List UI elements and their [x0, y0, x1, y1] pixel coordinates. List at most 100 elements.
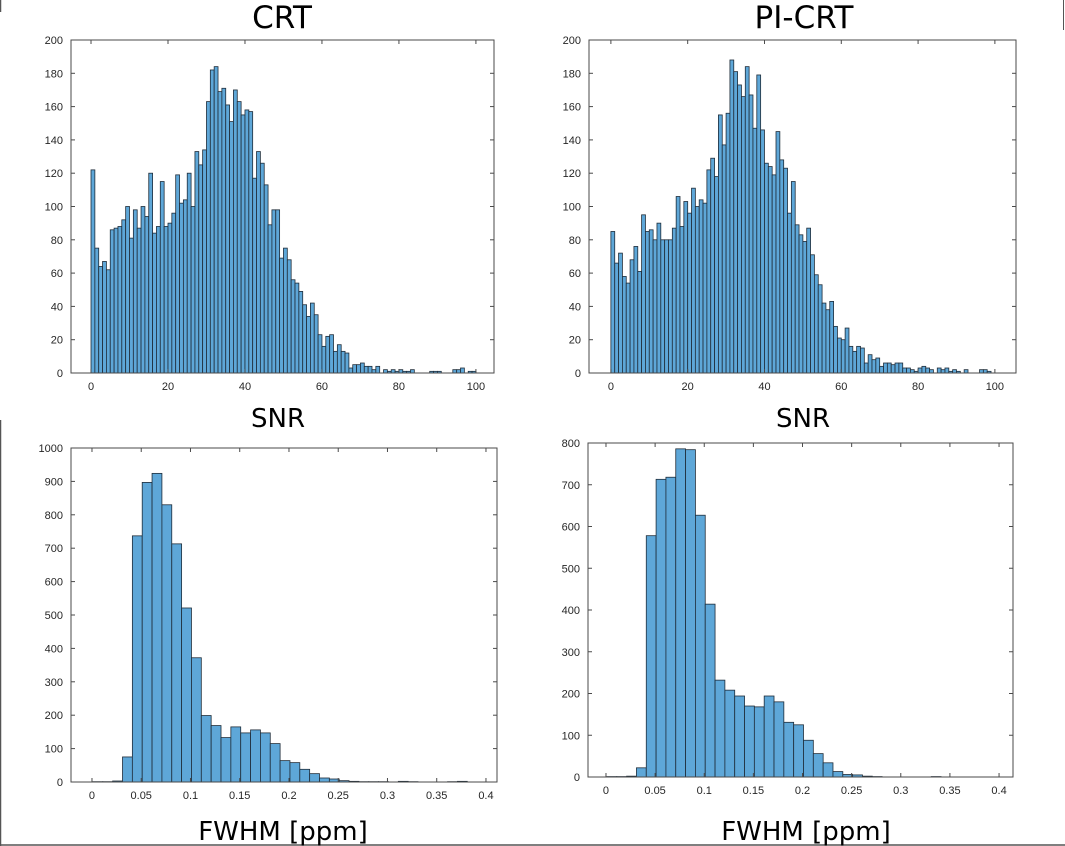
y-tick-label-crt-snr-9: 180: [45, 68, 63, 80]
y-tick-label-crt-snr-5: 100: [45, 202, 63, 214]
x-tick-label-crt-fwhm-4: 0.2: [281, 790, 296, 802]
x-tick-label-crt-fwhm-7: 0.35: [426, 790, 447, 802]
histogram-bar-crt-snr-56: [306, 315, 311, 374]
histogram-bar-pi-crt-fwhm-10: [704, 603, 716, 778]
histogram-bar-crt-snr-52: [290, 279, 296, 374]
histogram-bar-crt-snr-46: [267, 224, 273, 374]
histogram-bar-pi-crt-snr-70: [879, 365, 884, 374]
y-tick-label-pi-crt-fwhm-5: 500: [562, 563, 580, 575]
histogram-bar-pi-crt-snr-37: [752, 127, 758, 374]
histogram-bar-crt-snr-45: [263, 184, 269, 374]
histogram-bar-pi-crt-fwhm-16: [763, 695, 775, 778]
histogram-bar-pi-crt-snr-58: [833, 325, 838, 374]
histogram-bar-crt-fwhm-7: [161, 504, 173, 783]
histogram-bar-pi-crt-snr-65: [860, 347, 865, 374]
histogram-bar-pi-crt-snr-2: [618, 252, 623, 374]
histogram-bar-pi-crt-fwhm-18: [783, 721, 795, 778]
x-tick-label-crt-fwhm-1: 0.05: [131, 790, 152, 802]
x-tick-label-pi-crt-snr-0: 0: [608, 381, 614, 393]
x-tick-label-pi-crt-fwhm-4: 0.2: [795, 785, 810, 797]
y-tick-label-pi-crt-fwhm-4: 400: [562, 605, 580, 617]
histogram-bar-pi-crt-snr-57: [829, 301, 835, 374]
histogram-bar-pi-crt-snr-40: [764, 162, 769, 374]
y-tick-label-crt-fwhm-3: 300: [45, 677, 63, 689]
histogram-bar-crt-snr-39: [240, 114, 246, 374]
histogram-bar-crt-fwhm-14: [230, 726, 242, 783]
histogram-bar-pi-crt-snr-56: [825, 309, 831, 374]
histogram-bar-pi-crt-snr-10: [648, 229, 654, 374]
histogram-bar-pi-crt-snr-8: [641, 214, 646, 374]
y-tick-label-pi-crt-fwhm-2: 200: [562, 689, 580, 701]
histogram-bar-crt-snr-60: [321, 345, 327, 374]
histogram-bar-pi-crt-fwhm-22: [822, 762, 834, 778]
x-tick-label-pi-crt-snr-1: 20: [682, 381, 694, 393]
histogram-bar-crt-snr-35: [225, 104, 230, 374]
histogram-bar-pi-crt-snr-55: [821, 302, 827, 374]
y-tick-label-pi-crt-snr-5: 100: [563, 202, 581, 214]
histogram-bar-crt-snr-15: [148, 172, 153, 374]
histogram-bar-crt-snr-57: [310, 302, 315, 374]
histogram-bar-pi-crt-snr-44: [779, 159, 785, 374]
axes-crt-fwhm: 0 0.05 0.1 0.15 0.2 0.25 0.3 0.35 0.4 0 100 200 300 4…: [39, 443, 498, 802]
histogram-bar-crt-snr-53: [294, 282, 300, 374]
histogram-bar-crt-snr-37: [233, 89, 238, 374]
y-tick-label-crt-fwhm-1: 100: [45, 744, 63, 756]
histogram-bar-pi-crt-fwhm-20: [803, 739, 814, 778]
histogram-bar-crt-snr-38: [236, 101, 242, 374]
histogram-bar-crt-snr-59: [317, 334, 323, 374]
histogram-bar-pi-crt-snr-54: [817, 284, 823, 374]
x-tick-label-crt-snr-3: 60: [316, 381, 328, 393]
histogram-bar-pi-crt-snr-45: [783, 167, 788, 374]
histogram-bar-crt-snr-31: [209, 69, 215, 374]
y-tick-label-crt-fwhm-7: 700: [45, 543, 63, 555]
histogram-bar-crt-snr-49: [279, 257, 284, 374]
axes-pi-crt-fwhm: 0 0.05 0.1 0.15 0.2 0.25 0.3 0.35 0.4 0 100 200 300 4…: [562, 438, 1014, 797]
y-tick-label-crt-snr-8: 160: [45, 102, 63, 114]
y-tick-label-crt-fwhm-9: 900: [45, 476, 63, 488]
y-tick-label-crt-snr-4: 80: [51, 235, 63, 247]
histogram-bar-pi-crt-snr-68: [871, 359, 877, 374]
histogram-bar-pi-crt-snr-1: [614, 262, 619, 374]
histogram-bar-pi-crt-fwhm-14: [744, 705, 755, 778]
histogram-bar-pi-crt-snr-53: [814, 274, 819, 374]
y-tick-label-crt-fwhm-10: 1000: [39, 443, 63, 455]
histogram-bar-pi-crt-fwhm-17: [773, 701, 785, 778]
y-tick-label-pi-crt-snr-6: 120: [563, 168, 581, 180]
histogram-bar-pi-crt-fwhm-5: [655, 478, 667, 778]
histogram-bar-crt-snr-43: [256, 151, 261, 374]
histogram-bar-pi-crt-snr-75: [898, 362, 904, 374]
histogram-bar-pi-crt-snr-50: [802, 241, 808, 374]
histogram-bar-crt-snr-24: [182, 199, 188, 374]
histogram-bar-crt-snr-9: [125, 206, 130, 374]
y-tick-label-crt-snr-3: 60: [51, 268, 63, 280]
histogram-bar-crt-snr-50: [283, 247, 288, 374]
histogram-bar-crt-snr-13: [140, 206, 146, 374]
histogram-bar-pi-crt-snr-67: [867, 354, 873, 374]
histogram-bar-pi-crt-snr-69: [875, 357, 881, 374]
histogram-bar-pi-crt-snr-4: [625, 282, 631, 374]
y-tick-label-pi-crt-snr-10: 200: [563, 35, 581, 47]
histogram-bar-pi-crt-snr-14: [664, 239, 669, 374]
histogram-bar-crt-snr-1: [94, 247, 100, 374]
histogram-bar-pi-crt-fwhm-13: [734, 695, 745, 778]
chart-title-pi-crt: PI-CRT: [755, 0, 855, 36]
histogram-bar-pi-crt-snr-21: [691, 187, 696, 374]
y-tick-label-pi-crt-snr-9: 180: [563, 68, 581, 80]
x-tick-label-crt-fwhm-0: 0: [89, 790, 95, 802]
histogram-bar-pi-crt-snr-19: [683, 201, 689, 374]
y-tick-label-pi-crt-snr-3: 60: [569, 268, 581, 280]
histogram-bar-pi-crt-snr-72: [886, 362, 892, 374]
histogram-bar-pi-crt-snr-38: [756, 74, 762, 374]
histogram-bar-crt-snr-32: [213, 66, 219, 374]
y-tick-label-crt-fwhm-6: 600: [45, 577, 63, 589]
y-tick-label-pi-crt-fwhm-7: 700: [562, 480, 580, 492]
y-tick-label-pi-crt-snr-7: 140: [563, 135, 581, 147]
histogram-bar-pi-crt-snr-61: [844, 327, 850, 374]
histogram-bar-crt-snr-16: [152, 232, 157, 374]
histogram-bar-crt-snr-70: [360, 362, 365, 374]
histogram-bar-crt-fwhm-10: [191, 657, 202, 783]
axes-pi-crt-snr: 0 20 40 60 80 100 0 20 40 60 80 100 120 140 160 180 200: [563, 35, 1017, 393]
x-tick-label-pi-crt-fwhm-3: 0.15: [743, 785, 764, 797]
histogram-bar-crt-snr-30: [206, 101, 211, 374]
histogram-bar-pi-crt-snr-73: [890, 364, 896, 374]
